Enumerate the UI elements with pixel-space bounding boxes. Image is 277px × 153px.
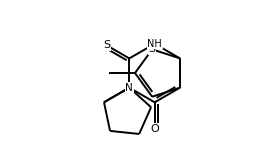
- Text: NH: NH: [147, 39, 162, 49]
- Text: O: O: [150, 124, 159, 134]
- Text: N: N: [125, 83, 133, 93]
- Text: S: S: [149, 44, 156, 54]
- Text: S: S: [103, 40, 110, 50]
